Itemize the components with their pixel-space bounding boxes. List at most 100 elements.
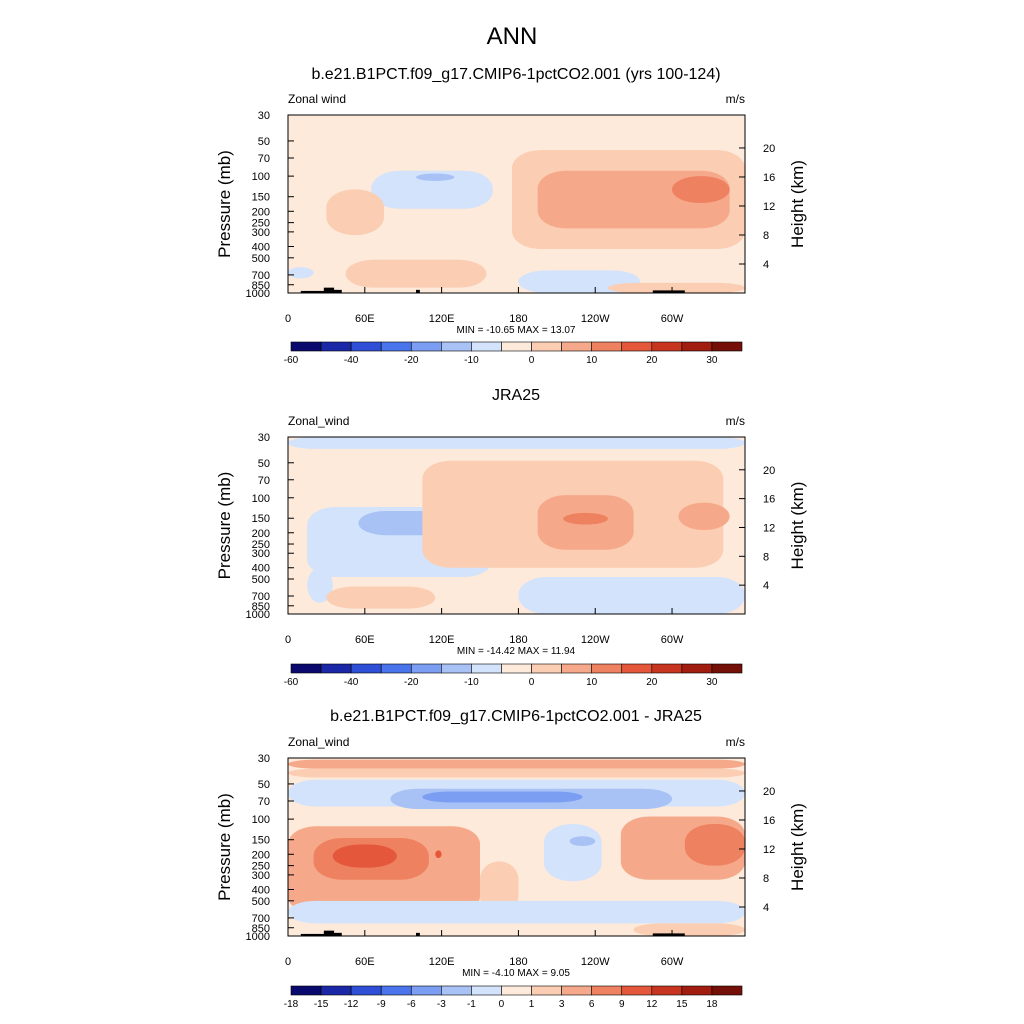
colorbar-cell bbox=[531, 341, 562, 352]
colorbar-cell bbox=[591, 663, 623, 674]
variable-label: Zonal_wind bbox=[288, 414, 349, 428]
y-tick-label: 700 bbox=[252, 913, 270, 925]
stats-label: MIN = -10.65 MAX = 13.07 bbox=[457, 325, 576, 336]
units-label: m/s bbox=[726, 735, 745, 749]
height-axis-title: Height (km) bbox=[788, 160, 807, 248]
y-tick-label: 30 bbox=[258, 110, 270, 122]
colorbar-cell bbox=[561, 663, 592, 674]
colorbar-cell bbox=[681, 985, 713, 996]
colorbar-cell bbox=[410, 341, 442, 352]
y-tick-label: 250 bbox=[252, 539, 270, 551]
y-tick-label: 70 bbox=[258, 796, 270, 808]
y-tick-label: 500 bbox=[252, 253, 270, 265]
x-tick-label: 60W bbox=[661, 313, 684, 325]
y-axis-title: Pressure (mb) bbox=[215, 150, 234, 258]
colorbar-cell bbox=[471, 341, 502, 352]
x-tick-label: 180 bbox=[509, 634, 527, 646]
height-tick-label: 12 bbox=[763, 844, 775, 856]
contour-region bbox=[435, 850, 442, 858]
contour-region bbox=[371, 170, 493, 209]
colorbar-label: 0 bbox=[529, 677, 535, 688]
colorbar-cell bbox=[651, 663, 683, 674]
x-tick-label: 120E bbox=[429, 634, 455, 646]
colorbar-cell bbox=[561, 985, 592, 996]
y-tick-label: 400 bbox=[252, 563, 270, 575]
colorbar-cell bbox=[410, 663, 442, 674]
topography bbox=[652, 933, 685, 936]
colorbar-cell bbox=[320, 663, 352, 674]
colorbar-label: -1 bbox=[467, 999, 476, 1010]
colorbar-cell bbox=[711, 663, 743, 674]
panel-3: b.e21.B1PCT.f09_g17.CMIP6-1pctCO2.001 - … bbox=[215, 708, 807, 1010]
colorbar-label: -10 bbox=[464, 355, 479, 366]
colorbar-label: 30 bbox=[706, 677, 718, 688]
contour-region bbox=[672, 176, 730, 204]
contour-region bbox=[633, 923, 745, 936]
x-tick-label: 180 bbox=[509, 313, 527, 325]
height-tick-label: 4 bbox=[763, 580, 769, 592]
colorbar-cell bbox=[350, 663, 382, 674]
y-tick-label: 200 bbox=[252, 206, 270, 218]
y-tick-label: 200 bbox=[252, 528, 270, 540]
y-tick-label: 250 bbox=[252, 861, 270, 873]
contour-region bbox=[288, 768, 745, 778]
topography bbox=[323, 930, 335, 936]
panel-title: JRA25 bbox=[492, 387, 540, 404]
y-tick-label: 400 bbox=[252, 241, 270, 253]
colorbar-label: 20 bbox=[646, 677, 658, 688]
colorbar-label: 3 bbox=[559, 999, 565, 1010]
topography bbox=[332, 932, 342, 936]
units-label: m/s bbox=[726, 414, 745, 428]
colorbar-label: -40 bbox=[344, 355, 359, 366]
colorbar-cell bbox=[380, 985, 412, 996]
y-tick-label: 700 bbox=[252, 270, 270, 282]
y-tick-label: 700 bbox=[252, 591, 270, 603]
colorbar-cell bbox=[501, 663, 532, 674]
colorbar-cell bbox=[651, 341, 683, 352]
plot-frame bbox=[287, 114, 746, 294]
contour-region bbox=[288, 267, 314, 279]
colorbar-cell bbox=[621, 341, 653, 352]
colorbar-label: -20 bbox=[404, 355, 419, 366]
colorbar-label: -9 bbox=[377, 999, 386, 1010]
colorbar-label: 9 bbox=[619, 999, 625, 1010]
topography bbox=[300, 933, 333, 936]
x-tick-label: 60W bbox=[661, 634, 684, 646]
x-tick-label: 120W bbox=[581, 956, 610, 968]
colorbar-cell bbox=[531, 985, 562, 996]
y-tick-label: 70 bbox=[258, 475, 270, 487]
colorbar-label: 20 bbox=[646, 355, 658, 366]
colorbar-label: -60 bbox=[284, 677, 299, 688]
contour-region bbox=[345, 259, 487, 288]
topography bbox=[332, 289, 342, 293]
height-axis-title: Height (km) bbox=[788, 482, 807, 570]
contour-region bbox=[518, 576, 745, 614]
x-tick-label: 180 bbox=[509, 956, 527, 968]
y-tick-label: 30 bbox=[258, 753, 270, 765]
contour-region bbox=[608, 282, 745, 293]
colorbar-cell bbox=[380, 341, 412, 352]
colorbar-cell bbox=[320, 985, 352, 996]
y-tick-label: 150 bbox=[252, 513, 270, 525]
topography bbox=[416, 932, 420, 936]
contour-region bbox=[544, 823, 602, 882]
colorbar-cell bbox=[591, 341, 623, 352]
colorbar-label: -18 bbox=[284, 999, 299, 1010]
y-tick-label: 200 bbox=[252, 849, 270, 861]
colorbar-cell bbox=[441, 663, 472, 674]
x-tick-label: 0 bbox=[285, 313, 291, 325]
height-tick-label: 8 bbox=[763, 230, 769, 242]
height-axis-title: Height (km) bbox=[788, 803, 807, 891]
colorbar-cell bbox=[531, 663, 562, 674]
height-tick-label: 20 bbox=[763, 465, 775, 477]
colorbar-cell bbox=[711, 985, 743, 996]
field bbox=[288, 115, 745, 293]
colorbar-label: -60 bbox=[284, 355, 299, 366]
panel-title: b.e21.B1PCT.f09_g17.CMIP6-1pctCO2.001 (y… bbox=[311, 66, 720, 83]
topography bbox=[323, 287, 335, 293]
height-tick-label: 4 bbox=[763, 259, 769, 271]
colorbar-cell bbox=[290, 341, 322, 352]
colorbar-cell bbox=[681, 341, 713, 352]
x-tick-label: 0 bbox=[285, 956, 291, 968]
colorbar-cell bbox=[621, 663, 653, 674]
